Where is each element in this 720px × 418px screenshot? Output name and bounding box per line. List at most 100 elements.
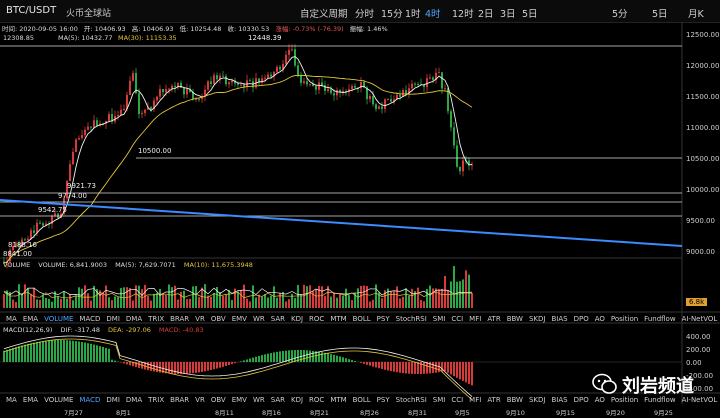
tf-15m[interactable]: 15分 [381, 9, 403, 20]
indicator-tab-atr[interactable]: ATR [487, 396, 501, 404]
indicator-tab-stochrsi[interactable]: StochRSI [395, 315, 427, 323]
custom-period-button[interactable]: 自定义周期 [300, 9, 348, 20]
macd-histogram-bar [297, 350, 299, 362]
indicator-tab-vr[interactable]: VR [195, 396, 205, 404]
indicator-tab-dma[interactable]: DMA [125, 396, 143, 404]
indicator-tab-dma[interactable]: DMA [125, 315, 143, 323]
symbol-title[interactable]: BTC/USDT [6, 5, 57, 16]
macd-histogram-bar [234, 362, 236, 364]
indicator-tab-trix[interactable]: TRIX [148, 315, 165, 323]
indicator-tab-volume[interactable]: VOLUME [44, 315, 74, 323]
volume-bar [336, 297, 338, 308]
indicator-tab-smi[interactable]: SMI [432, 315, 446, 323]
indicator-tab-psy[interactable]: PSY [376, 315, 390, 323]
indicator-tab-ai-netvol[interactable]: AI-NetVOL [681, 396, 718, 404]
indicator-tab-ao[interactable]: AO [594, 315, 605, 323]
macd-histogram-bar [213, 362, 215, 370]
indicator-tab-atr[interactable]: ATR [487, 315, 501, 323]
indicator-tab-ema[interactable]: EMA [22, 315, 39, 323]
volume-bar [84, 285, 86, 308]
indicator-tab-position[interactable]: Position [610, 315, 639, 323]
indicator-tab-emv[interactable]: EMV [231, 396, 247, 404]
volume-bar [423, 301, 425, 308]
volume-bar [378, 292, 380, 308]
candle-body [72, 151, 74, 165]
indicator-tab-obv[interactable]: OBV [210, 315, 226, 323]
indicator-tab-cci[interactable]: CCI [451, 315, 464, 323]
indicator-tab-volume[interactable]: VOLUME [44, 396, 74, 404]
indicator-tab-wr[interactable]: WR [252, 315, 265, 323]
indicator-tab-kdj[interactable]: KDJ [291, 315, 304, 323]
ohlc-readout: 时间: 2020-09-05 16:00 开: 10406.93 高: 1040… [2, 23, 392, 33]
tf-1h[interactable]: 1时 [405, 9, 421, 20]
indicator-tab-ma[interactable]: MA [6, 315, 17, 323]
volume-bar [21, 294, 23, 308]
indicator-tab-boll[interactable]: BOLL [352, 396, 371, 404]
indicator-tab-macd[interactable]: MACD [79, 315, 101, 323]
indicator-tab-dpo[interactable]: DPO [573, 315, 589, 323]
volume-bar [228, 289, 230, 308]
macd-histogram-bar [294, 350, 296, 362]
macd-histogram-bar [228, 362, 230, 366]
candle-body [462, 160, 464, 172]
indicator-tab-stochrsi[interactable]: StochRSI [395, 396, 427, 404]
indicator-tab-ao[interactable]: AO [594, 396, 605, 404]
indicator-tab-roc[interactable]: ROC [309, 396, 325, 404]
indicator-tab-mtm[interactable]: MTM [330, 315, 347, 323]
tf-5d[interactable]: 5日 [522, 9, 538, 20]
indicator-tab-position[interactable]: Position [610, 396, 639, 404]
indicator-tab-fundflow[interactable]: Fundflow [644, 396, 676, 404]
indicator-tab-bias[interactable]: BIAS [551, 396, 568, 404]
indicator-tab-mfi[interactable]: MFI [469, 396, 482, 404]
indicator-tab-bias[interactable]: BIAS [551, 315, 568, 323]
tf-5d-b[interactable]: 5日 [652, 9, 668, 20]
indicator-tab-trix[interactable]: TRIX [148, 396, 165, 404]
volume-bar [432, 288, 434, 308]
indicator-tab-ai-netvol[interactable]: AI-NetVOL [681, 315, 718, 323]
tf-4h[interactable]: 4时 [425, 9, 441, 20]
macd-histogram-bar [330, 354, 332, 362]
volume-bar [240, 290, 242, 308]
indicator-tab-ema[interactable]: EMA [22, 396, 39, 404]
tf-12h[interactable]: 12时 [452, 9, 474, 20]
indicator-tab-skdj[interactable]: SKDJ [528, 396, 546, 404]
indicator-tab-sar[interactable]: SAR [270, 396, 285, 404]
indicator-tab-ma[interactable]: MA [6, 396, 17, 404]
indicator-tab-bbw[interactable]: BBW [506, 315, 523, 323]
indicator-tab-emv[interactable]: EMV [231, 315, 247, 323]
volume-bar [306, 286, 308, 308]
indicator-tab-boll[interactable]: BOLL [352, 315, 371, 323]
indicator-tab-psy[interactable]: PSY [376, 396, 390, 404]
indicator-tab-dpo[interactable]: DPO [573, 396, 589, 404]
indicator-tab-fundflow[interactable]: Fundflow [644, 315, 676, 323]
indicator-tab-dmi[interactable]: DMI [106, 315, 120, 323]
tf-3d[interactable]: 3日 [500, 9, 516, 20]
indicator-tab-obv[interactable]: OBV [210, 396, 226, 404]
tf-monthly[interactable]: 月K [688, 9, 704, 20]
macd-histogram-bar [135, 362, 137, 368]
indicator-tab-vr[interactable]: VR [195, 315, 205, 323]
indicator-tab-cci[interactable]: CCI [451, 396, 464, 404]
indicator-tab-bbw[interactable]: BBW [506, 396, 523, 404]
indicator-tab-macd[interactable]: MACD [79, 396, 101, 404]
indicator-tab-mtm[interactable]: MTM [330, 396, 347, 404]
indicator-tab-wr[interactable]: WR [252, 396, 265, 404]
candle-body [42, 223, 44, 226]
indicator-tab-mfi[interactable]: MFI [469, 315, 482, 323]
tf-fenshi[interactable]: 分时 [355, 9, 375, 20]
tf-2d[interactable]: 2日 [478, 9, 494, 20]
indicator-tab-brar[interactable]: BRAR [170, 396, 190, 404]
indicator-tab-roc[interactable]: ROC [309, 315, 325, 323]
macd-histogram-bar [291, 350, 293, 362]
indicator-tab-dmi[interactable]: DMI [106, 396, 120, 404]
candle-body [408, 88, 410, 95]
macd-histogram-bar [402, 362, 404, 374]
indicator-tab-skdj[interactable]: SKDJ [528, 315, 546, 323]
tf-5m[interactable]: 5分 [612, 9, 628, 20]
candle-body [393, 99, 395, 102]
indicator-tab-smi[interactable]: SMI [432, 396, 446, 404]
indicator-tab-brar[interactable]: BRAR [170, 315, 190, 323]
indicator-tab-kdj[interactable]: KDJ [291, 396, 304, 404]
indicator-tab-sar[interactable]: SAR [270, 315, 285, 323]
